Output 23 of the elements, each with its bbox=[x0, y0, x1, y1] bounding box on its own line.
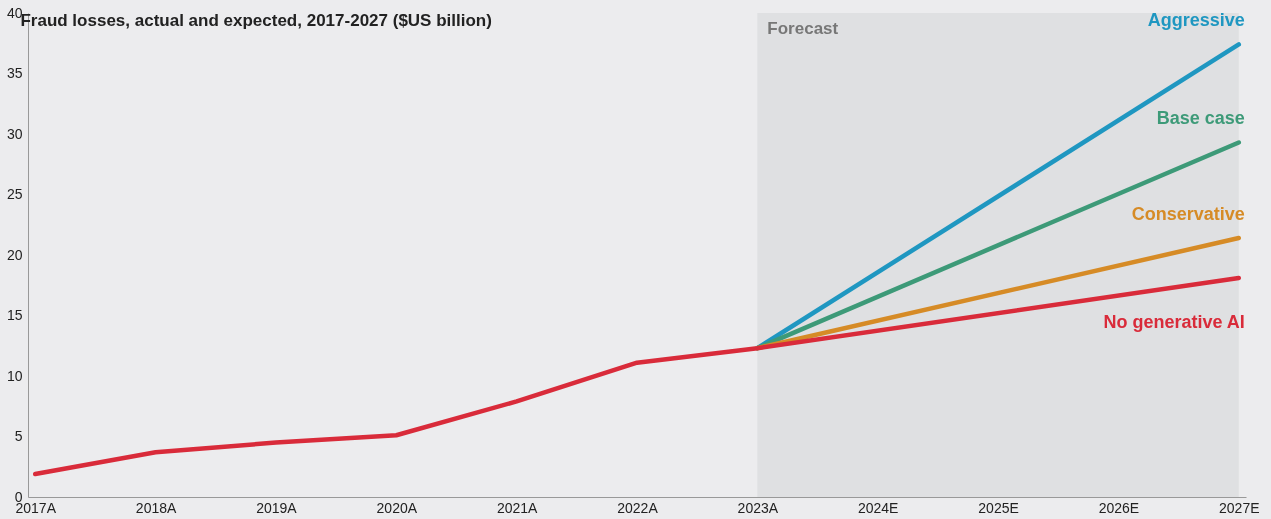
x-tick-label: 2025E bbox=[978, 499, 1019, 516]
x-tick-label: 2024E bbox=[857, 499, 899, 516]
x-tick-label: 2027E bbox=[1219, 499, 1260, 516]
y-tick-label: 15 bbox=[6, 307, 23, 323]
x-tick-label: 2026E bbox=[1098, 499, 1140, 516]
y-tick-label: 10 bbox=[6, 367, 23, 384]
y-tick-label: 5 bbox=[14, 428, 23, 444]
series-label: No generative AI bbox=[1103, 311, 1245, 332]
line-series bbox=[32, 275, 1242, 477]
x-tick-label: 2021A bbox=[496, 499, 539, 516]
series-label: Aggressive bbox=[1147, 10, 1245, 31]
y-tick-label: 35 bbox=[6, 65, 23, 81]
x-tick-label: 2022A bbox=[617, 499, 659, 516]
x-tick-label: 2018A bbox=[135, 499, 177, 516]
band-label: Forecast bbox=[767, 19, 839, 38]
y-tick-label: 25 bbox=[6, 186, 23, 202]
x-tick-label: 2020A bbox=[376, 499, 418, 516]
x-tick-label: 2023A bbox=[737, 499, 779, 516]
y-tick-label: 30 bbox=[6, 125, 23, 142]
x-tick-label: 2019A bbox=[256, 499, 298, 516]
y-tick-label: 20 bbox=[6, 246, 23, 263]
series-label: Conservative bbox=[1131, 204, 1245, 225]
series-label: Base case bbox=[1156, 108, 1245, 129]
